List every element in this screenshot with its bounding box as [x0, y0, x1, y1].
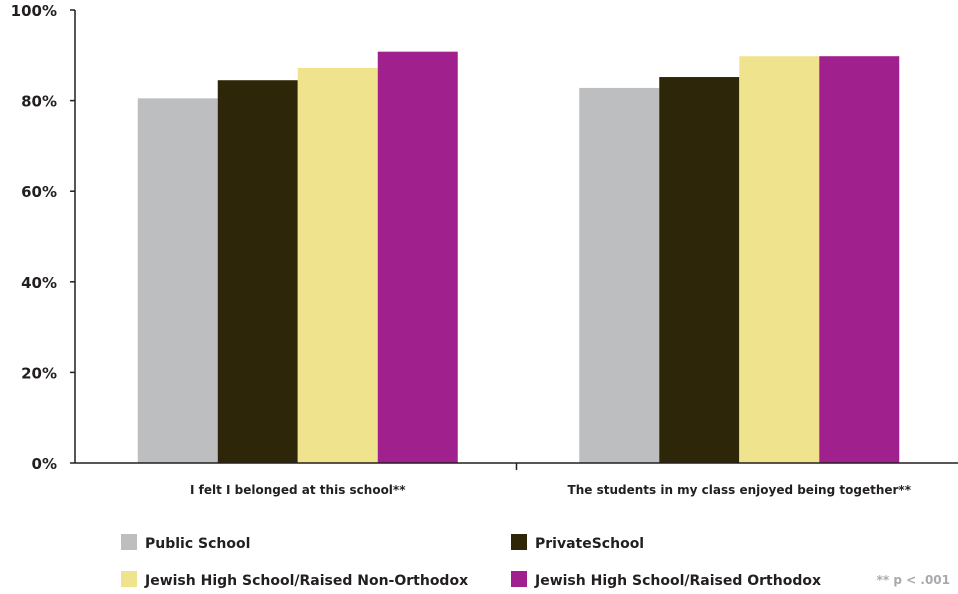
bar: [137, 98, 218, 464]
legend-swatch: [511, 571, 527, 587]
bar: [579, 87, 660, 463]
y-tick-label: 60%: [21, 183, 57, 201]
legend-swatch: [511, 534, 527, 550]
legend-label: Jewish High School/Raised Orthodox: [534, 573, 821, 589]
legend-label: PrivateSchool: [535, 536, 644, 552]
y-tick-label: 80%: [21, 93, 57, 111]
legend-label: Public School: [145, 536, 250, 552]
bars-layer: [137, 51, 900, 464]
x-category-label: The students in my class enjoyed being t…: [568, 483, 912, 497]
y-axis: 0% 20% 40% 60% 80% 100%: [11, 2, 75, 473]
y-tick-label: 20%: [21, 364, 57, 382]
legend-label: Jewish High School/Raised Non-Orthodox: [144, 573, 468, 589]
bar: [297, 67, 378, 463]
x-category-label: I felt I belonged at this school**: [190, 483, 406, 497]
y-tick-label: 100%: [11, 2, 57, 20]
bar: [819, 56, 900, 464]
legend: Public School PrivateSchool Jewish High Sc…: [121, 534, 821, 589]
significance-note: ** p < .001: [877, 573, 950, 587]
y-tick-label: 40%: [21, 274, 57, 292]
legend-swatch: [121, 571, 137, 587]
y-tick-label: 0%: [32, 455, 57, 473]
bar: [217, 80, 298, 463]
bar: [659, 77, 740, 463]
bar: [377, 51, 458, 464]
x-axis: I felt I belonged at this school** The st…: [190, 463, 912, 497]
bar: [739, 56, 820, 464]
legend-swatch: [121, 534, 137, 550]
